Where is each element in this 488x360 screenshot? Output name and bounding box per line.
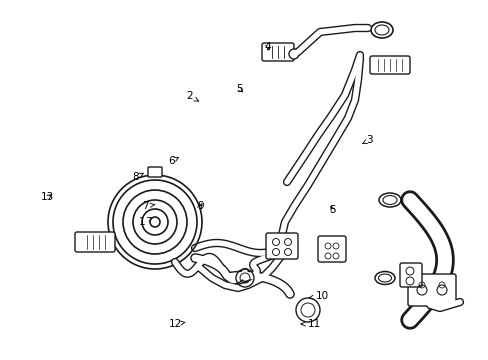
Text: 7: 7 [142, 201, 154, 211]
Text: 5: 5 [328, 204, 335, 215]
Text: 1: 1 [138, 217, 152, 228]
FancyBboxPatch shape [407, 274, 455, 306]
Text: 2: 2 [186, 91, 198, 102]
Text: 11: 11 [301, 319, 320, 329]
FancyBboxPatch shape [369, 56, 409, 74]
FancyBboxPatch shape [317, 236, 346, 262]
FancyBboxPatch shape [75, 232, 115, 252]
Text: 13: 13 [41, 192, 55, 202]
Circle shape [288, 49, 298, 59]
FancyBboxPatch shape [262, 43, 293, 61]
Text: 3: 3 [362, 135, 372, 145]
Text: 5: 5 [236, 84, 243, 94]
Text: 12: 12 [168, 319, 184, 329]
Text: 6: 6 [167, 156, 178, 166]
FancyBboxPatch shape [148, 167, 162, 177]
Text: 9: 9 [197, 201, 203, 211]
FancyBboxPatch shape [265, 233, 297, 259]
Text: 8: 8 [132, 172, 143, 182]
Text: 4: 4 [264, 42, 271, 52]
Text: 10: 10 [308, 291, 328, 301]
FancyBboxPatch shape [399, 263, 421, 287]
